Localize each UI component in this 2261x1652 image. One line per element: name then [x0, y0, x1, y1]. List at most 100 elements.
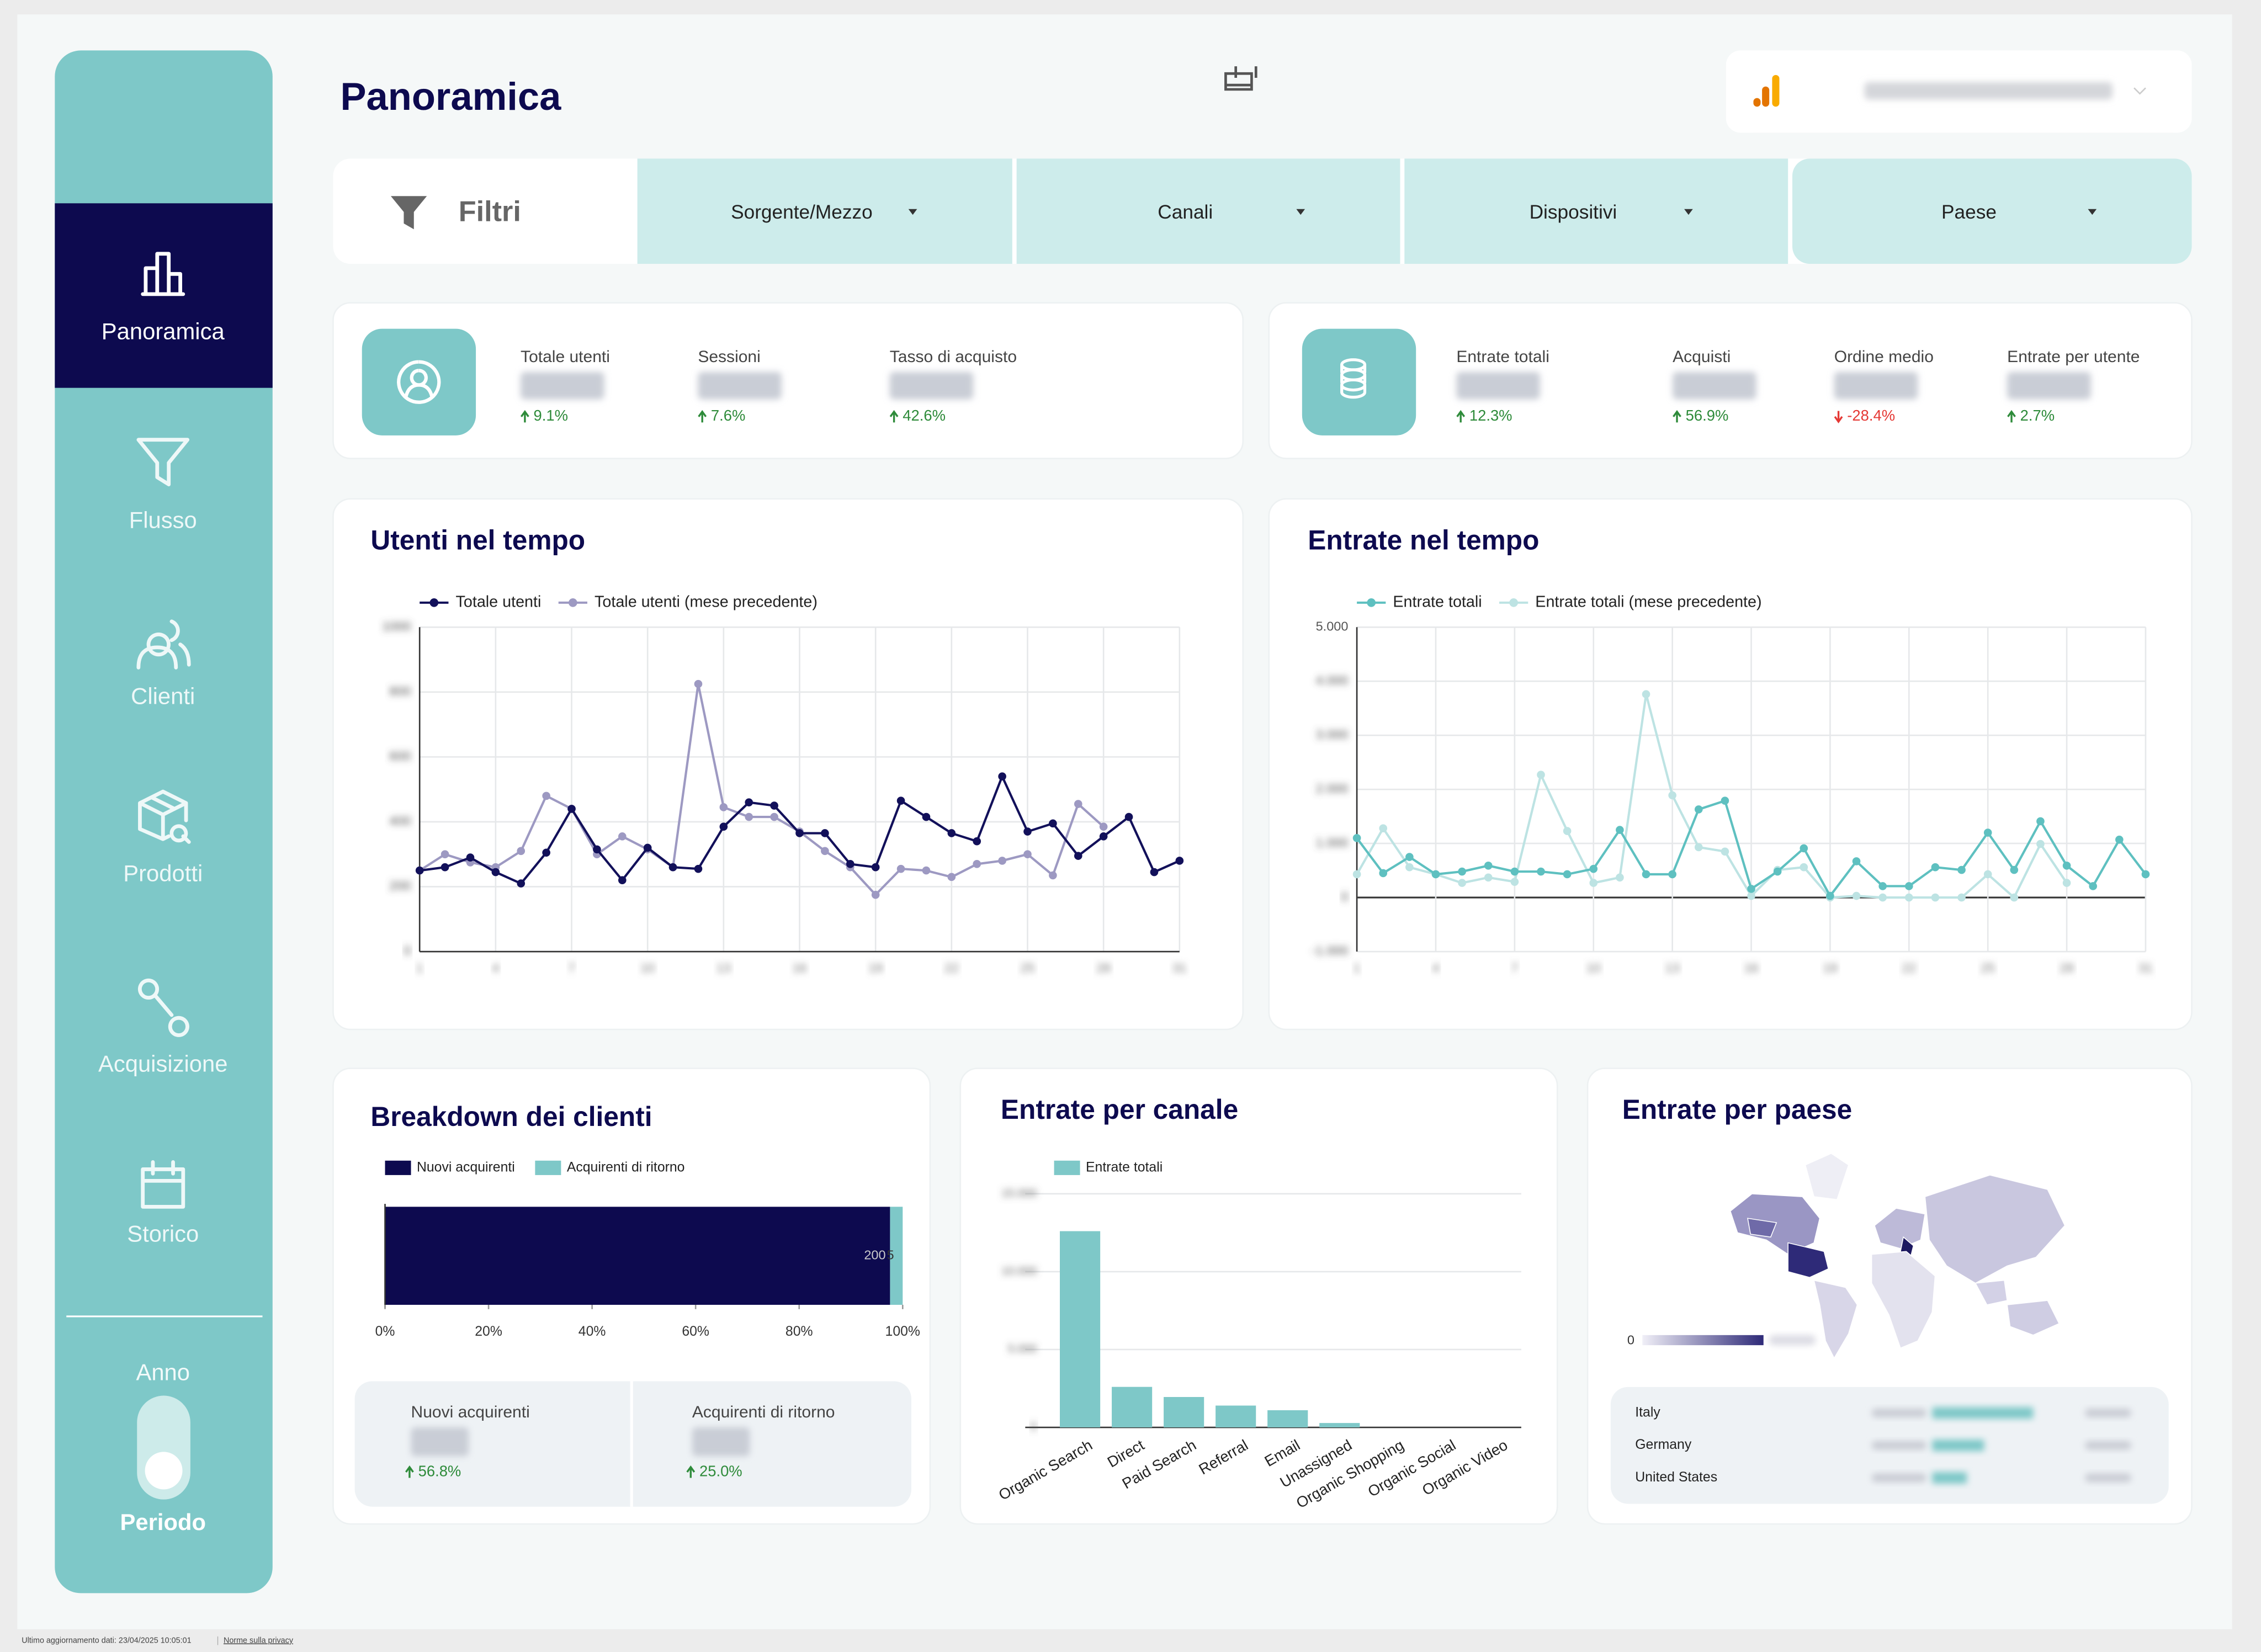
- caret: [1684, 209, 1693, 215]
- page-title: Panoramica: [341, 75, 562, 118]
- chart-title: Utenti nel tempo: [370, 524, 585, 555]
- data-point: [1175, 857, 1184, 865]
- nav-label[interactable]: Clienti: [131, 683, 195, 709]
- summary-label: Acquirenti di ritorno: [692, 1403, 835, 1421]
- legend-label: Entrate totali: [1393, 593, 1482, 610]
- blurred-value: [1769, 1335, 1816, 1346]
- filter-dropdown[interactable]: [1404, 158, 1788, 264]
- x-tick-label: 28: [2060, 961, 2074, 975]
- kpi-icon-box: [362, 328, 476, 435]
- nav-label[interactable]: Storico: [127, 1221, 199, 1247]
- kpi-delta: 56.8%: [418, 1462, 461, 1479]
- chart-title: Entrate nel tempo: [1308, 524, 1539, 555]
- y-tick-label: 4.000: [1316, 673, 1349, 687]
- data-point: [2036, 817, 2045, 826]
- blurred-value: [1871, 1441, 1926, 1450]
- data-point: [1773, 867, 1782, 876]
- blurred-value: [411, 1427, 469, 1457]
- x-tick-label: 1: [416, 961, 423, 975]
- data-point: [2089, 882, 2098, 890]
- y-tick-label: 0: [1341, 889, 1348, 904]
- caret: [908, 209, 917, 215]
- filter-dropdown[interactable]: [1016, 158, 1400, 264]
- value-label: 5: [887, 1247, 894, 1262]
- data-point: [896, 796, 905, 805]
- series-line: [419, 683, 1105, 896]
- legend-label: Entrate totali (mese precedente): [1535, 593, 1761, 610]
- map-region: [1873, 1208, 1926, 1249]
- data-point: [821, 829, 829, 837]
- nav-label[interactable]: Prodotti: [123, 860, 203, 886]
- x-tick-label: 19: [1823, 961, 1837, 975]
- data-point: [896, 864, 905, 873]
- y-tick-label: 200: [389, 879, 411, 893]
- data-point: [922, 866, 931, 875]
- data-point: [1484, 873, 1493, 882]
- data-point: [491, 868, 500, 877]
- summary-label: Nuovi acquirenti: [411, 1403, 530, 1421]
- data-point: [973, 837, 981, 846]
- legend-marker: [569, 598, 577, 607]
- kpi-label: Sessioni: [698, 348, 760, 366]
- data-point: [1049, 871, 1057, 880]
- data-point: [973, 860, 981, 868]
- caret: [1296, 209, 1305, 215]
- data-point: [1931, 893, 1940, 902]
- x-tick-label: 7: [1511, 961, 1518, 975]
- x-tick-label: 31: [2138, 961, 2153, 975]
- map-region: [1871, 1251, 1936, 1349]
- filter-dropdown[interactable]: [1792, 158, 2192, 264]
- footer-privacy[interactable]: Norme sulla privacy: [224, 1636, 294, 1645]
- y-tick-label: 2.000: [1316, 781, 1349, 795]
- data-point: [618, 876, 627, 885]
- bar: [1319, 1423, 1360, 1428]
- map-legend-min: 0: [1627, 1333, 1634, 1347]
- data-point: [1379, 824, 1388, 832]
- bar: [1267, 1410, 1308, 1428]
- arrow-up: [405, 1465, 414, 1478]
- arrow-up: [698, 410, 707, 423]
- x-tick-label: 4: [1432, 961, 1439, 975]
- data-point: [719, 803, 728, 811]
- x-tick-label: 1: [1354, 961, 1361, 975]
- data-point: [719, 822, 728, 831]
- data-point: [998, 772, 1006, 780]
- data-point: [1510, 878, 1519, 886]
- filter-label: Dispositivi: [1530, 201, 1617, 223]
- data-point: [1510, 867, 1519, 876]
- country-bar: [1932, 1472, 1967, 1484]
- country-bar: [1932, 1407, 2034, 1419]
- legend-label: Totale utenti (mese precedente): [595, 593, 818, 610]
- y-tick-label: 5.000: [1008, 1342, 1037, 1355]
- nav-icon: [138, 978, 189, 1037]
- data-point: [618, 832, 627, 841]
- kpi-icon: [397, 360, 441, 404]
- x-tick-label: 22: [944, 961, 959, 975]
- bar: [1216, 1405, 1256, 1428]
- x-tick-label: 0%: [375, 1324, 395, 1339]
- country-name: Germany: [1635, 1437, 1692, 1452]
- x-tick-label: 19: [868, 961, 883, 975]
- map-region: [2007, 1300, 2060, 1336]
- data-point: [1642, 870, 1650, 879]
- data-point: [1405, 863, 1414, 872]
- filter-dropdown[interactable]: [637, 158, 1012, 264]
- nav-icon: [138, 789, 191, 844]
- nav-label[interactable]: Acquisizione: [98, 1050, 228, 1076]
- legend-marker: [429, 598, 439, 607]
- kpi-label: Ordine medio: [1834, 348, 1934, 366]
- data-point: [440, 850, 449, 859]
- x-tick-label: 16: [1744, 961, 1758, 975]
- arrow-up: [686, 1465, 696, 1478]
- nav-label[interactable]: Panoramica: [102, 318, 225, 344]
- ga-logo: [1762, 86, 1770, 107]
- x-tick-label: 60%: [682, 1324, 709, 1339]
- legend-marker: [1509, 598, 1518, 607]
- data-point: [947, 829, 956, 837]
- data-point: [593, 845, 601, 854]
- nav-label[interactable]: Flusso: [129, 507, 197, 533]
- data-point: [1352, 870, 1361, 879]
- x-tick-label: 4: [492, 961, 499, 975]
- data-point: [1458, 867, 1466, 876]
